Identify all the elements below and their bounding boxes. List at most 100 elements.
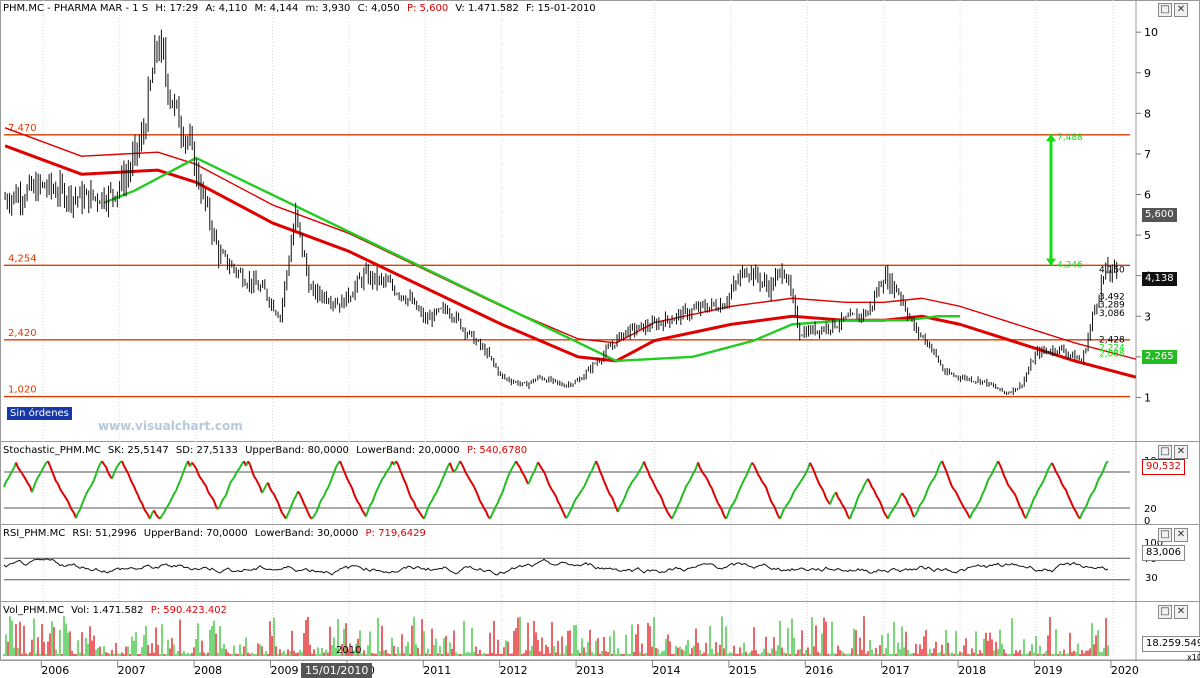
stoch-close-button[interactable]: ✕ (1174, 445, 1188, 459)
max-value: M: 4,144 (254, 3, 299, 14)
stoch-segment (933, 474, 937, 479)
y-tick-label: 3 (1144, 310, 1151, 323)
stoch-segment (135, 490, 139, 496)
stoch-segment (863, 481, 867, 487)
stoch-segment (199, 476, 203, 481)
date-value: F: 15-01-2010 (526, 3, 596, 14)
stoch-segment (17, 467, 21, 471)
stoch-segment (861, 485, 865, 491)
stoch-segment (703, 473, 707, 478)
stoch-segment (877, 497, 881, 503)
rsi-close-button[interactable]: ✕ (1174, 528, 1188, 542)
stoch-segment (63, 494, 67, 499)
stoch-segment (79, 503, 83, 511)
price-badge-current: 4,138 (1142, 272, 1177, 286)
stoch-segment (909, 505, 913, 513)
vol-badge: 18.259.549 (1142, 636, 1200, 652)
stoch-segment (591, 465, 595, 472)
stoch-segment (319, 498, 323, 504)
stoch-segment (621, 498, 625, 504)
stoch-segment (737, 488, 741, 494)
stoch-segment (39, 469, 43, 475)
rsi-value: RSI: 51,2996 (72, 528, 137, 539)
stoch-segment (473, 486, 477, 492)
stoch-segment (301, 498, 305, 505)
stoch-segment (711, 488, 715, 495)
stoch-segment (745, 471, 749, 477)
stoch-segment (1035, 489, 1039, 496)
stoch-segment (1045, 469, 1049, 476)
orders-label[interactable]: Sin órdenes (7, 407, 72, 420)
panel-frame-0 (0, 0, 1200, 442)
stoch-maximize-button[interactable]: □ (1158, 445, 1172, 459)
stoch-segment (123, 465, 127, 471)
stoch-segment (87, 486, 91, 492)
stoch-segment (943, 465, 947, 471)
stoch-segment (917, 504, 921, 511)
stoch-segment (455, 464, 459, 470)
stoch-segment (1097, 476, 1101, 481)
stoch-segment (553, 492, 557, 497)
stoch-segment (923, 493, 927, 500)
x-tick-label: 2020 (1111, 664, 1139, 677)
rsi-upper: UpperBand: 70,0000 (143, 528, 248, 539)
stoch-segment (193, 464, 197, 469)
stoch-segment (401, 474, 405, 481)
close-button[interactable]: ✕ (1174, 3, 1188, 17)
stoch-segment (1075, 511, 1079, 517)
stoch-segment (133, 485, 137, 492)
stoch-segment (541, 468, 545, 473)
stoch-segment (809, 462, 813, 468)
stoch-segment (433, 492, 437, 497)
stoch-segment (207, 491, 211, 496)
price-layer: 7,470 4,254 2,420 1,020 7,488 4,246 4,150 3,492… (4, 29, 1137, 398)
vol-close-button[interactable]: ✕ (1174, 605, 1188, 619)
stoch-segment (1073, 507, 1077, 513)
fib-level-label: 3,289 (1099, 301, 1125, 311)
vol-scale-label: x10 (1187, 653, 1200, 662)
stoch-segment (715, 498, 719, 504)
stoch-segment (311, 515, 315, 520)
maximize-button[interactable]: □ (1158, 3, 1172, 17)
fib-level-label: 3,086 (1099, 309, 1125, 319)
stoch-segment (821, 488, 825, 494)
stoch-segment (605, 485, 609, 491)
stoch-segment (235, 469, 239, 474)
stoch-segment (437, 484, 441, 490)
stoch-segment (209, 494, 213, 499)
volume-value: V: 1.471.582 (455, 3, 519, 14)
stoch-segment (321, 495, 325, 500)
stoch-segment (1063, 486, 1067, 491)
stoch-segment (647, 470, 651, 478)
stoch-segment (697, 462, 701, 469)
stoch-segment (413, 501, 417, 508)
stoch-segment (891, 507, 895, 512)
stoch-segment (791, 491, 795, 497)
stoch-segment (369, 502, 373, 506)
level-label: 2,420 (8, 328, 37, 339)
stoch-segment (801, 476, 805, 481)
stoch-segment (49, 465, 53, 472)
vol-maximize-button[interactable]: □ (1158, 605, 1172, 619)
stoch-segment (709, 484, 713, 490)
stoch-segment (267, 482, 271, 489)
stoch-segment (1031, 497, 1035, 504)
p-value: P: 5,600 (406, 3, 449, 14)
ma-green-line (103, 156, 961, 363)
stoch-segment (407, 489, 411, 496)
stoch-segment (261, 489, 265, 494)
stoch-segment (687, 479, 691, 485)
stoch-segment (561, 509, 565, 515)
stoch-segment (1013, 492, 1017, 497)
stoch-segment (165, 505, 169, 510)
stoch-segment (889, 510, 893, 515)
stoch-segment (883, 511, 887, 516)
stoch-segment (77, 509, 81, 514)
arrow-label-bottom: 4,246 (1057, 261, 1083, 271)
stoch-segment (815, 475, 819, 482)
stoch-segment (89, 483, 93, 489)
rsi-maximize-button[interactable]: □ (1158, 528, 1172, 542)
stoch-segment (359, 504, 363, 511)
stoch-segment (105, 466, 109, 473)
